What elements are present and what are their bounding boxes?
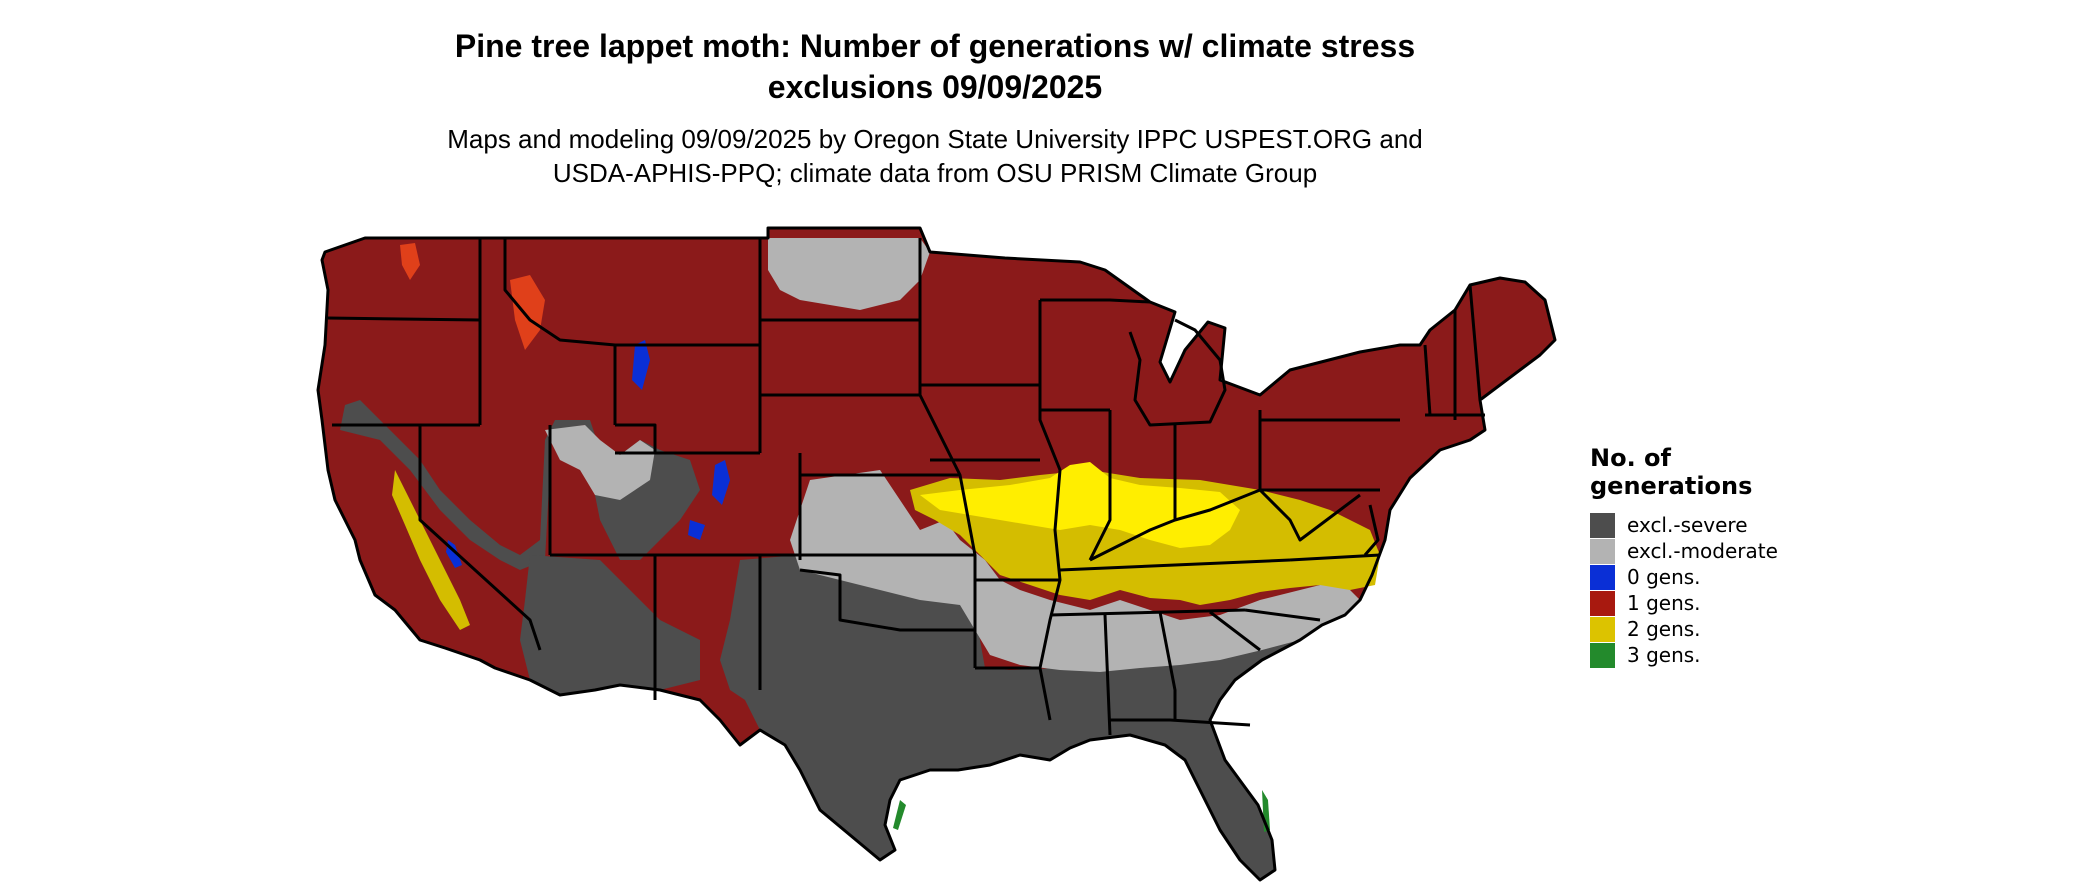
gen1-bright-cascades	[400, 243, 420, 280]
us-generations-map	[316, 226, 1557, 882]
border-ohio-river	[1089, 488, 1261, 562]
severe-texas-south	[720, 555, 1300, 880]
border-id-mt	[503, 238, 616, 347]
border-ms-al	[1103, 614, 1112, 736]
legend-item-3-gens: 3 gens.	[1590, 642, 1850, 668]
border-wv	[1258, 488, 1361, 542]
border-ky-tn	[1059, 558, 1291, 572]
subtitle-line-1: Maps and modeling 09/09/2025 by Oregon S…	[447, 124, 1423, 154]
legend-title-line-2: generations	[1590, 472, 1753, 500]
legend: No. of generations excl.-severe excl.-mo…	[1590, 444, 1850, 668]
legend-title-line-1: No. of	[1590, 444, 1671, 472]
border-mi-lower	[1128, 318, 1227, 427]
title-line-2: exclusions 09/09/2025	[767, 69, 1103, 105]
border-ca-nv	[418, 425, 542, 651]
border-wa-or	[327, 316, 481, 322]
border-ok-tx	[799, 568, 975, 632]
border-va-nc	[1289, 553, 1381, 562]
border-tn-south	[1049, 608, 1246, 617]
legend-item-1-gens: 1 gens.	[1590, 590, 1850, 616]
state-borders	[316, 226, 1557, 882]
legend-item-0-gens: 0 gens.	[1590, 564, 1850, 590]
border-nc-sc	[1244, 608, 1321, 622]
gen0-rockies-3	[688, 520, 705, 540]
severe-southwest	[340, 400, 700, 570]
gen0-rockies-2	[712, 460, 730, 505]
legend-label: 1 gens.	[1627, 591, 1701, 615]
border-al-ga	[1158, 611, 1177, 720]
legend-item-excl-moderate: excl.-moderate	[1590, 538, 1850, 564]
map-subtitle: Maps and modeling 09/09/2025 by Oregon S…	[0, 122, 1870, 190]
border-delmarva	[1363, 504, 1380, 556]
border-nh-me	[1468, 284, 1482, 401]
legend-swatch	[1590, 512, 1615, 538]
legend-swatch	[1590, 590, 1615, 616]
legend-label: 0 gens.	[1627, 565, 1701, 589]
legend-swatch	[1590, 538, 1615, 564]
moderate-northern-plains	[768, 238, 930, 310]
gen1-bright-idaho	[510, 275, 545, 350]
legend-label: 2 gens.	[1627, 617, 1701, 641]
border-mississippi	[1038, 300, 1062, 721]
border-ga-sc	[1209, 610, 1261, 652]
legend-label: 3 gens.	[1627, 643, 1701, 667]
moderate-central-band	[790, 470, 1360, 672]
gen0-rockies-1	[632, 340, 650, 390]
legend-title: No. of generations	[1590, 444, 1850, 500]
border-mi-upper	[1040, 298, 1151, 304]
legend-swatch	[1590, 642, 1615, 668]
gen3-texas-coast	[893, 800, 906, 830]
title-line-1: Pine tree lappet moth: Number of generat…	[454, 28, 1416, 64]
border-ga-fl	[1110, 718, 1251, 727]
border-il-in	[1088, 410, 1112, 561]
conus-outline	[316, 226, 1557, 882]
map-title: Pine tree lappet moth: Number of generat…	[0, 26, 1870, 108]
legend-label: excl.-severe	[1627, 513, 1748, 537]
border-ut-wy-co	[615, 423, 657, 453]
subtitle-line-2: USDA-APHIS-PPQ; climate data from OSU PR…	[552, 158, 1318, 188]
legend-item-excl-severe: excl.-severe	[1590, 512, 1850, 538]
border-plains-east	[918, 238, 977, 668]
border-ny-vt	[1423, 344, 1432, 416]
legend-swatch	[1590, 616, 1615, 642]
legend-label: excl.-moderate	[1627, 539, 1778, 563]
legend-item-2-gens: 2 gens.	[1590, 616, 1850, 642]
legend-swatch	[1590, 564, 1615, 590]
gen2-california-valley	[392, 470, 470, 630]
moderate-great-basin	[545, 425, 655, 500]
